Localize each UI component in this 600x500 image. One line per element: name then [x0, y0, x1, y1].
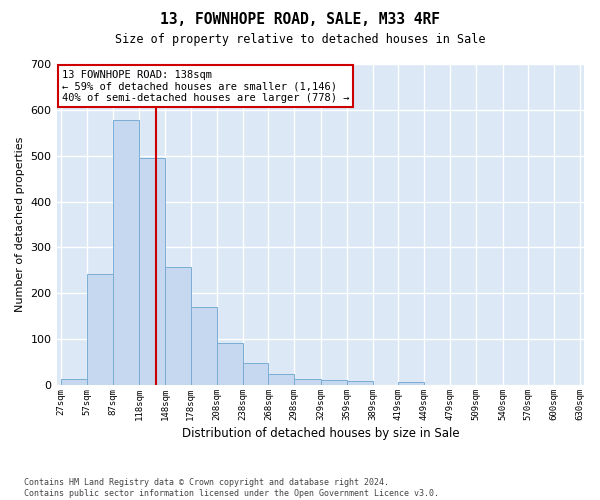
Bar [86, 274, 113, 385]
Bar [321, 380, 347, 385]
Bar [242, 363, 268, 385]
Text: Contains HM Land Registry data © Crown copyright and database right 2024.
Contai: Contains HM Land Registry data © Crown c… [24, 478, 439, 498]
Text: Size of property relative to detached houses in Sale: Size of property relative to detached ho… [115, 32, 485, 46]
Bar [217, 343, 242, 385]
Bar [398, 382, 424, 385]
Bar [139, 158, 165, 385]
Bar [347, 381, 373, 385]
Bar [294, 379, 321, 385]
Bar [61, 379, 86, 385]
Y-axis label: Number of detached properties: Number of detached properties [15, 137, 25, 312]
Bar [268, 374, 294, 385]
X-axis label: Distribution of detached houses by size in Sale: Distribution of detached houses by size … [182, 427, 459, 440]
Text: 13, FOWNHOPE ROAD, SALE, M33 4RF: 13, FOWNHOPE ROAD, SALE, M33 4RF [160, 12, 440, 28]
Bar [191, 307, 217, 385]
Bar [165, 267, 191, 385]
Text: 13 FOWNHOPE ROAD: 138sqm
← 59% of detached houses are smaller (1,146)
40% of sem: 13 FOWNHOPE ROAD: 138sqm ← 59% of detach… [62, 70, 349, 102]
Bar [113, 120, 139, 385]
